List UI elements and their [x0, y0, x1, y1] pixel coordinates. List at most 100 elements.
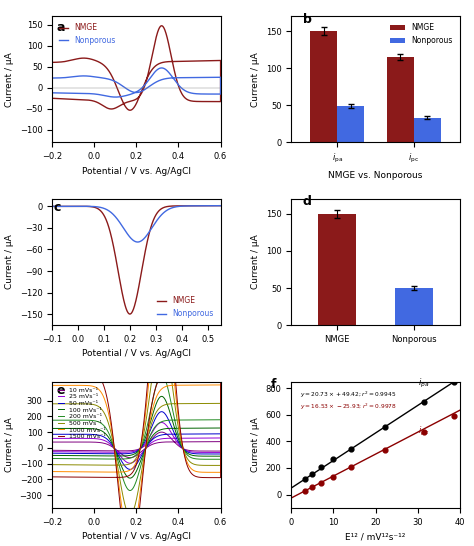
Point	[317, 478, 325, 487]
1500 mVs⁻¹	[159, 243, 164, 250]
500 mVs⁻¹	[202, 400, 208, 407]
1000 mVs⁻¹	[94, 468, 100, 475]
Point	[309, 470, 316, 479]
25 mVs⁻¹	[49, 435, 55, 442]
Point	[329, 455, 337, 464]
Legend: NMGE, Nonporous: NMGE, Nonporous	[154, 293, 217, 321]
Line: 50 mVs⁻¹: 50 mVs⁻¹	[52, 412, 220, 470]
50 mVs⁻¹	[159, 408, 164, 415]
Point	[347, 463, 355, 472]
50 mVs⁻¹	[209, 431, 215, 437]
1500 mVs⁻¹	[196, 474, 201, 480]
Bar	[318, 214, 356, 325]
500 mVs⁻¹	[49, 401, 55, 407]
1500 mVs⁻¹	[163, 262, 169, 269]
Bar	[310, 31, 337, 143]
Y-axis label: Current / μA: Current / μA	[5, 235, 14, 289]
Line: 200 mVs⁻¹: 200 mVs⁻¹	[52, 375, 220, 490]
1000 mVs⁻¹	[196, 468, 201, 475]
Point	[301, 475, 309, 484]
10 mVs⁻¹	[49, 439, 55, 446]
25 mVs⁻¹	[49, 448, 55, 455]
50 mVs⁻¹	[196, 450, 201, 457]
Y-axis label: Current / μA: Current / μA	[251, 235, 260, 289]
Point	[421, 428, 428, 437]
100 mVs⁻¹	[196, 453, 201, 459]
10 mVs⁻¹	[127, 454, 133, 461]
100 mVs⁻¹	[106, 453, 112, 459]
25 mVs⁻¹	[94, 449, 100, 455]
200 mVs⁻¹	[94, 456, 100, 462]
50 mVs⁻¹	[49, 431, 55, 437]
10 mVs⁻¹	[202, 438, 208, 445]
200 mVs⁻¹	[202, 417, 208, 423]
X-axis label: NMGE vs. Nonporous: NMGE vs. Nonporous	[328, 171, 423, 180]
Text: $i_{pa}$: $i_{pa}$	[418, 377, 429, 390]
Line: 1500 mVs⁻¹: 1500 mVs⁻¹	[52, 246, 220, 546]
Point	[309, 483, 316, 491]
Text: c: c	[54, 200, 61, 213]
10 mVs⁻¹	[49, 447, 55, 454]
Point	[451, 412, 458, 420]
Point	[451, 377, 458, 386]
Line: 25 mVs⁻¹: 25 mVs⁻¹	[52, 423, 220, 463]
200 mVs⁻¹	[106, 456, 112, 462]
50 mVs⁻¹	[49, 450, 55, 456]
1000 mVs⁻¹	[106, 469, 112, 476]
X-axis label: Potential / V vs. Ag/AgCl: Potential / V vs. Ag/AgCl	[82, 532, 191, 541]
500 mVs⁻¹	[127, 512, 133, 518]
Legend: NMGE, Nonporous: NMGE, Nonporous	[56, 20, 118, 48]
Y-axis label: Current / μA: Current / μA	[5, 417, 14, 472]
Bar	[337, 106, 364, 143]
Point	[347, 445, 355, 454]
Bar	[414, 118, 441, 143]
1500 mVs⁻¹	[49, 473, 55, 480]
500 mVs⁻¹	[106, 462, 112, 468]
100 mVs⁻¹	[49, 425, 55, 432]
200 mVs⁻¹	[196, 456, 201, 462]
100 mVs⁻¹	[202, 425, 208, 431]
50 mVs⁻¹	[202, 431, 208, 437]
500 mVs⁻¹	[196, 462, 201, 468]
Text: $y = 16.53 \times -25.93; r^2 = 0.9978$: $y = 16.53 \times -25.93; r^2 = 0.9978$	[300, 401, 397, 412]
Y-axis label: Current / μA: Current / μA	[251, 417, 260, 472]
Text: a: a	[56, 21, 65, 34]
200 mVs⁻¹	[49, 417, 55, 424]
Text: d: d	[303, 195, 312, 209]
100 mVs⁻¹	[159, 393, 164, 400]
1000 mVs⁻¹	[159, 280, 164, 287]
Text: e: e	[56, 384, 65, 397]
Line: 100 mVs⁻¹: 100 mVs⁻¹	[52, 396, 220, 478]
50 mVs⁻¹	[163, 412, 169, 418]
500 mVs⁻¹	[209, 400, 215, 407]
1500 mVs⁻¹	[209, 367, 215, 374]
1000 mVs⁻¹	[163, 296, 169, 302]
1500 mVs⁻¹	[106, 474, 112, 480]
10 mVs⁻¹	[209, 438, 215, 445]
25 mVs⁻¹	[106, 449, 112, 455]
Line: 10 mVs⁻¹: 10 mVs⁻¹	[52, 432, 220, 458]
Point	[382, 423, 389, 431]
Text: $i_{pc}$: $i_{pc}$	[418, 425, 429, 438]
200 mVs⁻¹	[127, 487, 133, 494]
Point	[317, 462, 325, 471]
200 mVs⁻¹	[159, 371, 164, 378]
Line: 500 mVs⁻¹: 500 mVs⁻¹	[52, 332, 220, 515]
Legend: NMGE, Nonporous: NMGE, Nonporous	[387, 20, 456, 48]
Point	[421, 397, 428, 406]
Point	[382, 446, 389, 454]
1500 mVs⁻¹	[94, 474, 100, 480]
X-axis label: E¹² / mV¹²s⁻¹²: E¹² / mV¹²s⁻¹²	[346, 532, 406, 541]
10 mVs⁻¹	[163, 430, 169, 437]
1000 mVs⁻¹	[209, 382, 215, 388]
X-axis label: Potential / V vs. Ag/AgCl: Potential / V vs. Ag/AgCl	[82, 167, 191, 176]
Line: 1000 mVs⁻¹: 1000 mVs⁻¹	[52, 283, 220, 543]
500 mVs⁻¹	[163, 340, 169, 346]
Legend: 10 mVs⁻¹, 25 mVs⁻¹, 50 mVs⁻¹, 100 mVs⁻¹, 200 mVs⁻¹, 500 mVs⁻¹, 1000 mVs⁻¹, 1500 : 10 mVs⁻¹, 25 mVs⁻¹, 50 mVs⁻¹, 100 mVs⁻¹,…	[55, 385, 109, 442]
500 mVs⁻¹	[159, 329, 164, 335]
1000 mVs⁻¹	[49, 468, 55, 475]
500 mVs⁻¹	[94, 462, 100, 468]
1000 mVs⁻¹	[49, 382, 55, 389]
100 mVs⁻¹	[209, 425, 215, 431]
Text: f: f	[270, 378, 276, 391]
